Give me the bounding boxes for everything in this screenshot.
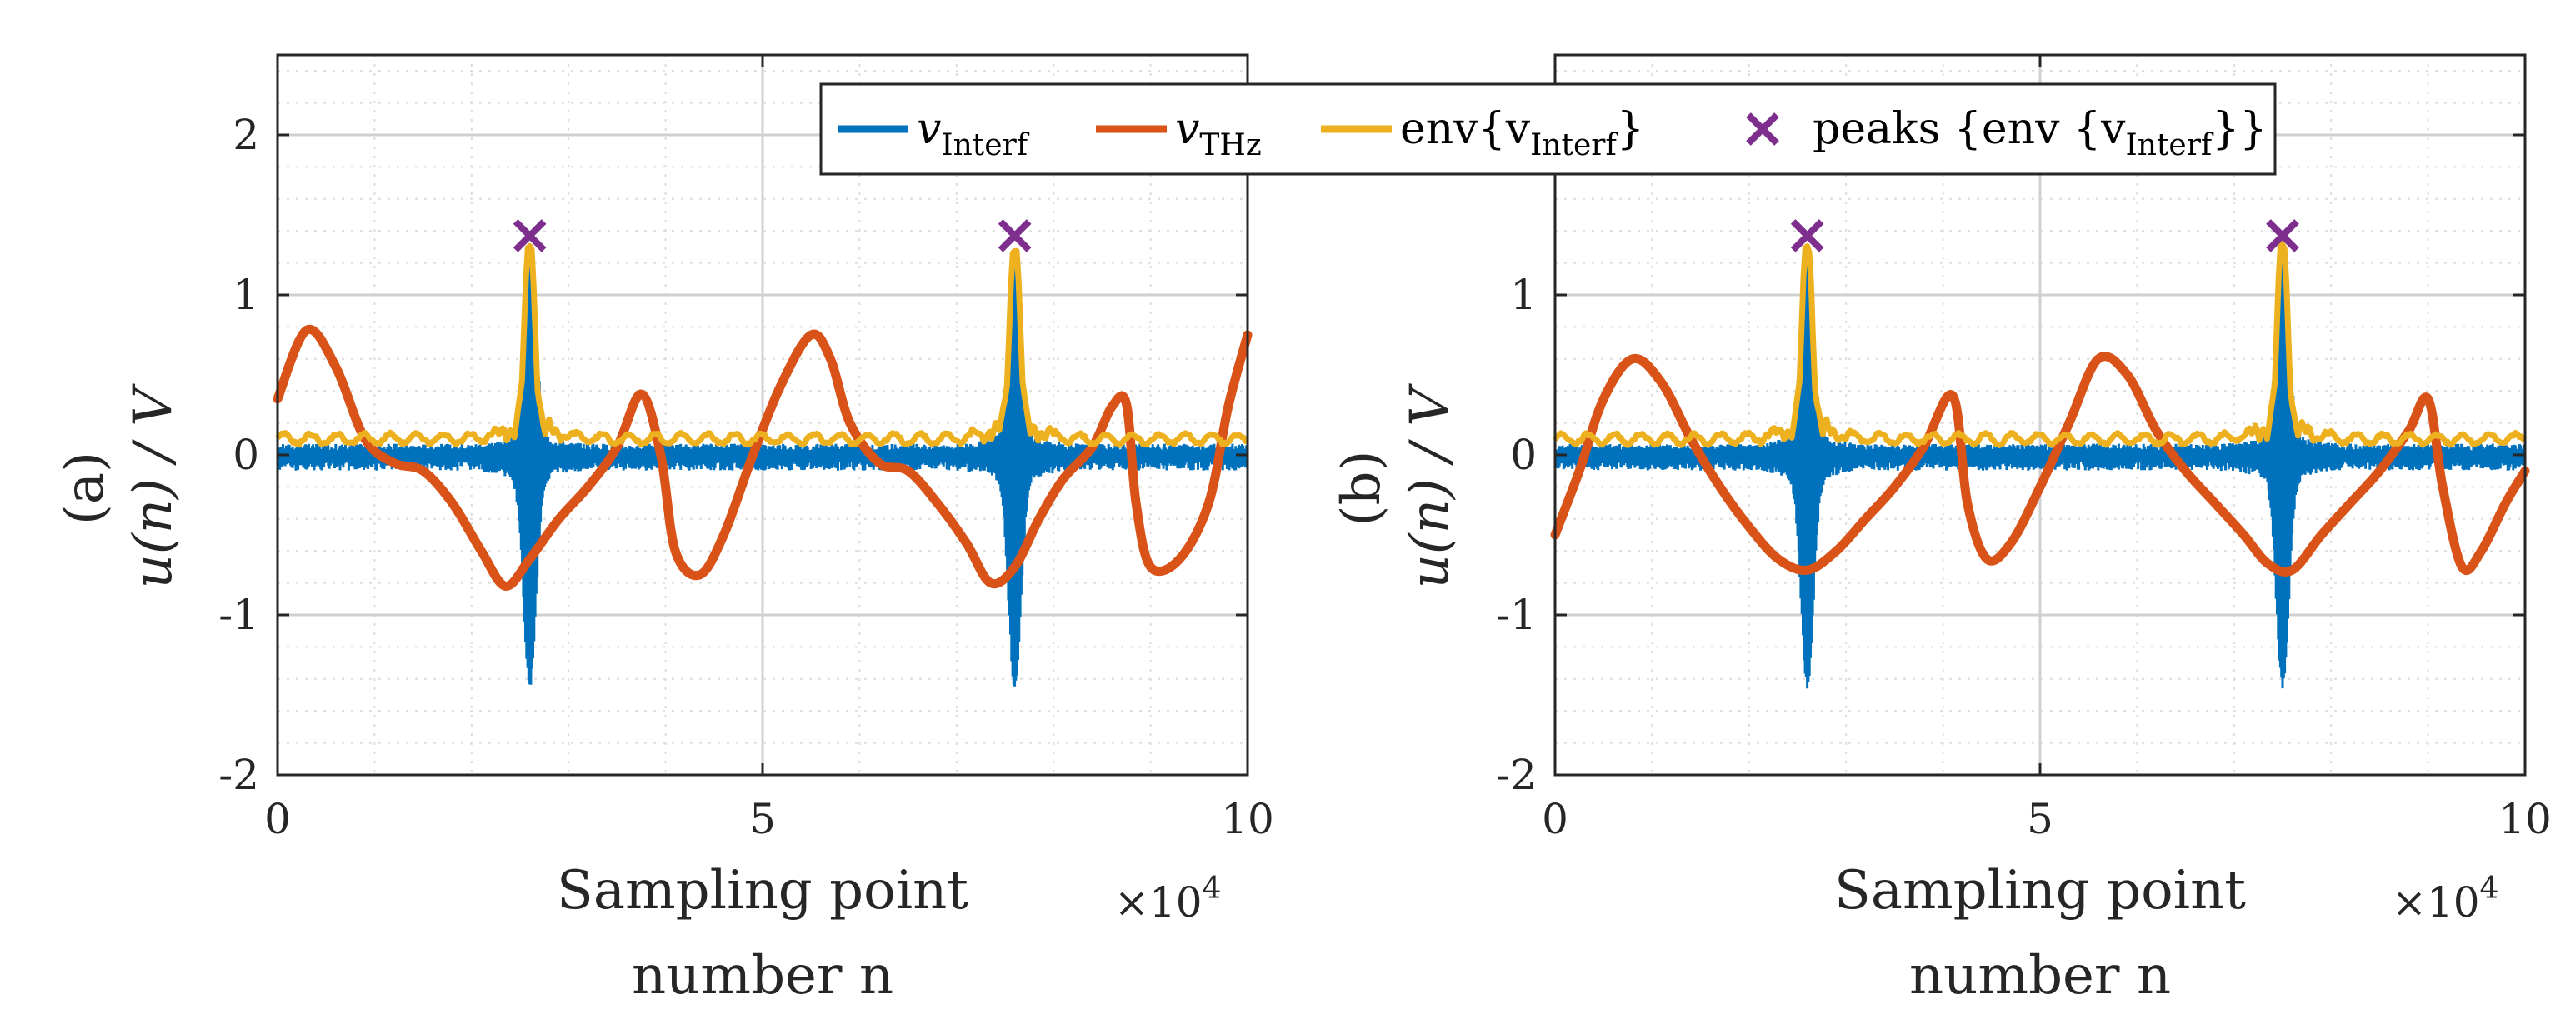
legend-label-thz: vTHz <box>1175 104 1262 162</box>
panel-a-ylabel: u(n) / V <box>123 383 184 589</box>
series-env-v-interf <box>1552 241 2528 448</box>
panel-a-xlabel-line1: Sampling point <box>557 860 968 922</box>
panel-a-xtick-5: 5 <box>749 795 776 843</box>
panel-a-ytick-m1: -1 <box>218 591 259 639</box>
panel-b-xlabel-line1: Sampling point <box>1834 860 2246 922</box>
panel-b-x-multiplier: ×104 <box>2392 872 2498 927</box>
panel-a-series <box>273 219 1253 687</box>
legend-swatch-peaks <box>1746 112 1779 146</box>
panel-a-xtick-10: 10 <box>1221 795 1274 843</box>
peak-marker-stroke <box>1790 219 1824 252</box>
panel-b-ytick-m1: -1 <box>1496 591 1537 639</box>
legend: vInterf vTHz env{vInterf} peaks {env {vI… <box>819 82 2277 176</box>
panel-a-xlabel-line2: number n <box>632 945 893 1007</box>
legend-label-peaks: peaks {env {vInterf}} <box>1813 104 2267 162</box>
panel-a-ytick-m2: -2 <box>218 751 259 799</box>
panel-b: 0 5 10 -2 -1 0 1 2 Sampling point number… <box>1331 53 2552 1007</box>
panel-b-xtick-5: 5 <box>2027 795 2053 843</box>
panel-b-panel-label: (b) <box>1331 451 1393 527</box>
legend-label-interf: vInterf <box>917 104 1030 162</box>
panel-b-ytick-0: 0 <box>1510 431 1537 479</box>
panel-b-xtick-10: 10 <box>2498 795 2552 843</box>
peak-marker <box>2266 219 2299 252</box>
panel-a: 0 5 10 -2 -1 0 1 2 Sampling point number… <box>54 53 1274 1007</box>
peak-marker-stroke <box>2266 219 2299 252</box>
panel-b-xlabel-line2: number n <box>1909 945 2171 1007</box>
panel-b-series <box>1550 219 2530 689</box>
peak-marker <box>513 219 547 252</box>
panel-a-ytick-1: 1 <box>233 271 259 319</box>
peak-marker <box>1790 219 1824 252</box>
panel-a-xtick-0: 0 <box>264 795 291 843</box>
series-v-thz <box>1550 352 2530 577</box>
peak-marker-stroke <box>998 219 1032 252</box>
legend-label-env: env{vInterf} <box>1400 104 1644 162</box>
series-env-v-interf <box>275 242 1249 448</box>
panel-b-ticks <box>1553 55 2527 777</box>
peak-marker-stroke <box>513 219 547 252</box>
panel-b-ylabel: u(n) / V <box>1399 383 1461 589</box>
panel-b-ytick-m2: -2 <box>1496 751 1537 799</box>
legend-box <box>819 82 2277 176</box>
panel-a-ytick-2: 2 <box>233 111 259 159</box>
panel-a-ytick-0: 0 <box>233 431 259 479</box>
series-v-thz <box>273 324 1253 591</box>
panel-a-x-multiplier: ×104 <box>1114 872 1221 927</box>
panel-a-panel-label: (a) <box>54 452 116 525</box>
panel-b-xtick-0: 0 <box>1542 795 1568 843</box>
peak-marker <box>998 219 1032 252</box>
panel-b-ytick-1: 1 <box>1510 271 1537 319</box>
